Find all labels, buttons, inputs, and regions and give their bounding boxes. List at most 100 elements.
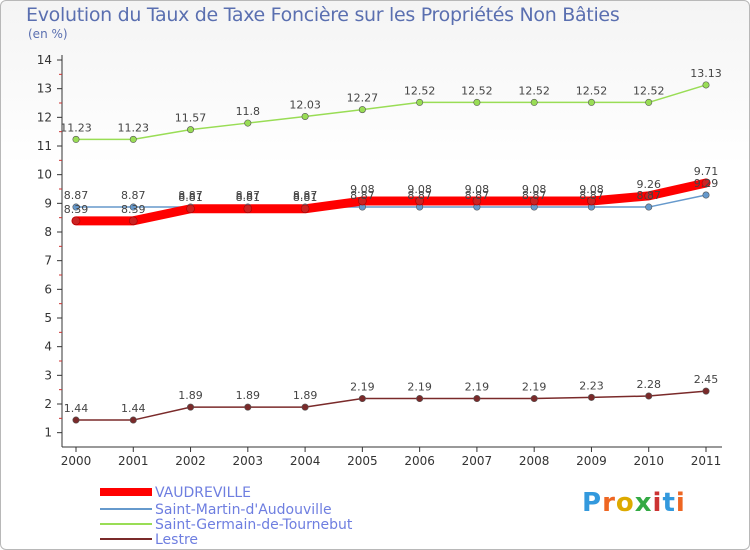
data-point	[128, 216, 138, 226]
x-tick-label: 2009	[576, 454, 607, 468]
y-tick-label: 7	[44, 254, 52, 268]
y-tick-label: 12	[37, 110, 52, 124]
data-label: 8.87	[293, 189, 318, 202]
x-tick-label: 2006	[404, 454, 435, 468]
data-label: 1.44	[121, 402, 146, 415]
data-label: 9.26	[636, 178, 661, 191]
data-point	[244, 403, 252, 411]
data-label: 12.52	[633, 84, 665, 97]
data-point	[301, 403, 309, 411]
y-tick-label: 14	[37, 53, 52, 67]
data-point	[473, 98, 481, 106]
data-point	[301, 112, 309, 120]
x-tick-label: 2007	[462, 454, 493, 468]
x-tick-label: 2005	[347, 454, 378, 468]
data-label: 2.45	[694, 373, 719, 386]
data-point	[129, 135, 137, 143]
data-label: 12.52	[518, 84, 550, 97]
data-label: 8.81	[236, 191, 261, 204]
data-point	[358, 196, 367, 206]
y-tick-label: 1	[44, 426, 52, 440]
series-line-2	[75, 84, 707, 141]
legend-label: Lestre	[155, 532, 198, 548]
data-point	[529, 196, 539, 206]
series-line-0	[71, 178, 711, 226]
x-tick-label: 2011	[691, 454, 722, 468]
data-point	[187, 403, 195, 411]
data-label: 8.87	[236, 189, 261, 202]
data-label: 8.81	[178, 191, 203, 204]
data-point	[244, 119, 252, 127]
data-label: 9.71	[694, 165, 719, 178]
data-label: 9.08	[579, 183, 604, 196]
data-label: 1.89	[293, 389, 318, 402]
data-point	[415, 196, 424, 206]
data-label: 9.08	[350, 183, 375, 196]
y-tick-label: 4	[44, 340, 52, 354]
y-tick-label: 10	[37, 168, 52, 182]
data-point	[416, 98, 424, 106]
data-label: 12.03	[289, 98, 321, 111]
data-point	[473, 395, 481, 403]
data-label: 8.87	[350, 189, 375, 202]
data-label: 11.23	[60, 121, 92, 134]
x-tick-label: 2000	[61, 454, 92, 468]
data-point	[530, 98, 538, 106]
data-label: 8.87	[522, 189, 547, 202]
data-label: 8.81	[293, 191, 318, 204]
data-point	[416, 395, 424, 403]
logo-letter: o	[615, 488, 635, 518]
data-point	[587, 393, 595, 401]
data-point	[645, 203, 653, 211]
data-label: 2.19	[407, 381, 432, 394]
data-point	[243, 204, 253, 214]
data-label: 11.8	[236, 105, 261, 118]
data-point	[72, 203, 80, 211]
data-point	[472, 196, 482, 206]
data-label: 12.52	[576, 84, 608, 97]
x-tick-label: 2003	[233, 454, 264, 468]
data-label: 1.89	[178, 389, 203, 402]
data-label: 8.87	[178, 189, 203, 202]
data-point	[187, 126, 195, 134]
data-label: 8.87	[64, 189, 89, 202]
data-label: 2.28	[636, 378, 661, 391]
proxiti-logo: Proxiti	[582, 488, 686, 518]
data-label: 1.89	[236, 389, 261, 402]
data-label: 11.57	[175, 112, 207, 125]
logo-letter: r	[602, 488, 616, 518]
logo-letter: x	[634, 488, 653, 518]
data-label: 11.23	[118, 121, 150, 134]
data-label: 2.19	[522, 381, 547, 394]
y-tick-label: 9	[44, 196, 52, 210]
data-point	[300, 204, 310, 214]
data-label: 8.87	[579, 189, 604, 202]
data-label: 12.52	[404, 84, 436, 97]
y-tick-label: 5	[44, 311, 52, 325]
x-tick-label: 2001	[118, 454, 149, 468]
data-label: 9.08	[407, 183, 432, 196]
y-tick-label: 8	[44, 225, 52, 239]
y-tick-label: 2	[44, 397, 52, 411]
data-point	[358, 395, 366, 403]
data-label: 12.27	[347, 92, 379, 105]
chart-subtitle: (en %)	[28, 27, 68, 41]
data-point	[702, 81, 710, 89]
data-point	[587, 98, 595, 106]
data-point	[645, 98, 653, 106]
y-tick-label: 6	[44, 282, 52, 296]
data-label: 9.08	[522, 183, 547, 196]
x-tick-label: 2010	[633, 454, 664, 468]
data-label: 13.13	[690, 67, 722, 80]
x-tick-label: 2004	[290, 454, 321, 468]
data-label: 8.87	[407, 189, 432, 202]
data-point	[358, 106, 366, 114]
data-point	[587, 196, 596, 206]
data-label: 9.08	[465, 183, 490, 196]
data-label: 8.39	[64, 203, 89, 216]
data-label: 8.87	[636, 189, 661, 202]
data-point	[71, 216, 81, 226]
data-label: 2.23	[579, 379, 604, 392]
